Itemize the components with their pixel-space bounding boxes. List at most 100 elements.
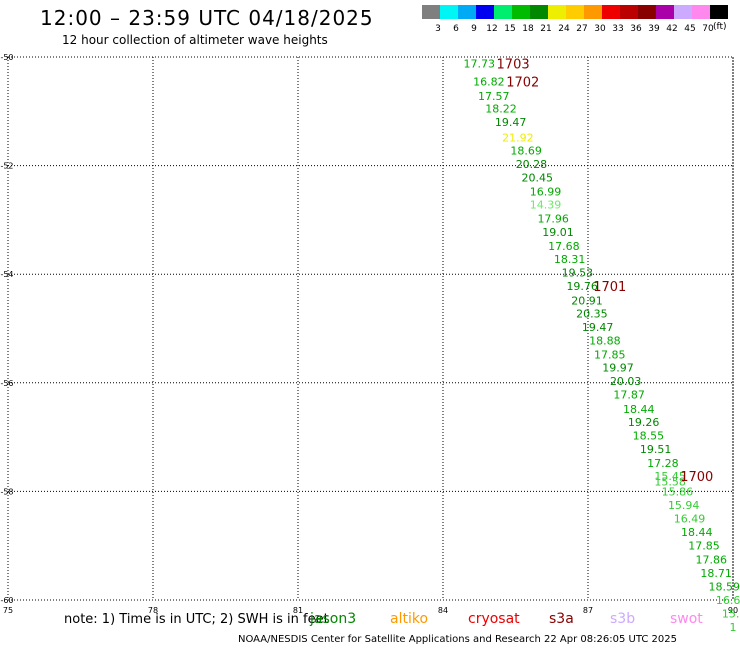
wave-height-colorbar: 3 6 9 12 15 18 21 24 27 30 33 36 39 42 45 70 (422, 5, 728, 34)
colorbar-swatch (656, 5, 674, 19)
colorbar-label: 3 (435, 24, 441, 34)
lon-tick-label: 87 (583, 606, 593, 615)
swh-value-label: 18.44 (623, 403, 655, 416)
colorbar-swatch (602, 5, 620, 19)
pass-time-label: 1702 (506, 75, 539, 90)
lon-tick-label: 90 (728, 606, 738, 615)
swh-value-label: 16.49 (674, 513, 706, 526)
swh-value-label: 16.6 (716, 594, 740, 607)
wave-height-points: 17.7316.8217.5718.2219.4721.9218.6920.28… (464, 58, 740, 635)
colorbar-label: 45 (684, 24, 695, 34)
swh-value-label: 15.58 (654, 476, 686, 489)
swh-value-label: 20.35 (576, 307, 608, 320)
lat-tick-label: -52 (0, 162, 13, 171)
colorbar-swatch (422, 5, 440, 19)
colorbar-swatch (476, 5, 494, 19)
colorbar-label: 27 (576, 24, 587, 34)
lon-tick-label: 75 (3, 606, 13, 615)
pass-time-label: 1701 (593, 280, 626, 295)
swh-value-label: 20.28 (516, 158, 548, 171)
pass-labels: 1703 1702 1701 1700 (497, 58, 714, 486)
swh-value-label: 18.55 (633, 429, 665, 442)
mission-jason3: jason3 (310, 611, 357, 627)
lon-tick-label: 78 (148, 606, 158, 615)
swh-value-label: 17.96 (537, 212, 569, 225)
swh-value-label: 19.01 (542, 226, 574, 239)
swh-value-label: 18.69 (510, 144, 542, 157)
swh-value-label: 18.22 (485, 103, 517, 116)
swh-value-label: 16.99 (530, 186, 562, 199)
colorbar-label: 18 (522, 24, 534, 34)
swh-value-label: 15. (722, 608, 740, 621)
colorbar-label: 9 (471, 24, 477, 34)
colorbar-swatch (530, 5, 548, 19)
mission-cryosat: cryosat (468, 611, 520, 627)
swh-value-label: 17.28 (647, 457, 679, 470)
swh-value-label: 20.91 (571, 294, 603, 307)
colorbar-swatch (512, 5, 530, 19)
colorbar-swatch (638, 5, 656, 19)
swh-value-label: 17.68 (548, 240, 580, 253)
colorbar-label: 15 (504, 24, 515, 34)
map-grid (7, 56, 734, 601)
lat-tick-label: -58 (0, 487, 13, 496)
swh-value-label: 21.92 (502, 131, 534, 144)
map-frame (7, 56, 734, 601)
lon-tick-label: 81 (293, 606, 303, 615)
mission-s3b: s3b (610, 611, 636, 627)
chart-subtitle: 12 hour collection of altimeter wave hei… (62, 33, 328, 47)
swh-value-label: 17.85 (594, 349, 626, 362)
lat-tick-label: -60 (0, 596, 13, 605)
swh-value-label: 16.82 (473, 75, 505, 88)
lat-tick-label: -56 (0, 379, 13, 388)
swh-value-label: 20.45 (522, 172, 554, 185)
footnote: note: 1) Time is in UTC; 2) SWH is in fe… (64, 612, 329, 627)
colorbar-label: 70 (702, 24, 714, 34)
colorbar-swatch (440, 5, 458, 19)
colorbar-swatch (566, 5, 584, 19)
swh-value-label: 17.87 (613, 389, 645, 402)
swh-value-label: 18.31 (554, 253, 586, 266)
mission-altiko: altiko (390, 611, 429, 627)
colorbar-label: 21 (540, 24, 551, 34)
colorbar-label: 39 (648, 24, 660, 34)
colorbar-swatch (458, 5, 476, 19)
colorbar-swatch (494, 5, 512, 19)
swh-value-label: 18.59 (709, 580, 740, 593)
swh-value-label: 18.88 (589, 334, 621, 347)
swh-value-label: 17.73 (464, 58, 496, 71)
footer-credit: NOAA/NESDIS Center for Satellite Applica… (238, 634, 677, 645)
swh-value-label: 17.57 (478, 90, 510, 103)
colorbar-label: 33 (612, 24, 623, 34)
mission-s3a: s3a (549, 611, 574, 627)
swh-value-label: 1 (730, 621, 737, 634)
colorbar-swatch (584, 5, 602, 19)
swh-value-label: 19.47 (582, 321, 614, 334)
pass-time-label: 1700 (680, 470, 713, 485)
mission-swot: swot (670, 611, 703, 627)
colorbar-label: 12 (486, 24, 497, 34)
swh-value-label: 19.76 (566, 280, 598, 293)
swh-value-label: 19.26 (628, 416, 660, 429)
swh-value-label: 17.85 (688, 540, 720, 553)
swh-value-label: 14.39 (530, 199, 562, 212)
swh-value-label: 19.47 (495, 116, 527, 129)
colorbar-label: 24 (558, 24, 570, 34)
swh-value-label: 15.45 (654, 470, 686, 483)
colorbar-label: 42 (666, 24, 677, 34)
axis-ticks: 75 78 81 84 87 90 -50 -52 -54 -56 -58 -60 (0, 53, 738, 615)
swh-value-label: 19.51 (640, 443, 672, 456)
swh-value-label: 18.71 (700, 567, 732, 580)
colorbar-swatch (710, 5, 728, 19)
swh-value-label: 18.44 (681, 526, 713, 539)
colorbar-swatch (548, 5, 566, 19)
swh-value-label: 20.03 (610, 375, 642, 388)
swh-value-label: 17.86 (696, 553, 728, 566)
swh-value-label: 19.97 (602, 362, 634, 375)
colorbar-swatch (692, 5, 710, 19)
lat-tick-label: -54 (0, 270, 13, 279)
colorbar-label: 36 (630, 24, 642, 34)
colorbar-swatch (674, 5, 692, 19)
swh-value-label: 15.86 (662, 485, 694, 498)
